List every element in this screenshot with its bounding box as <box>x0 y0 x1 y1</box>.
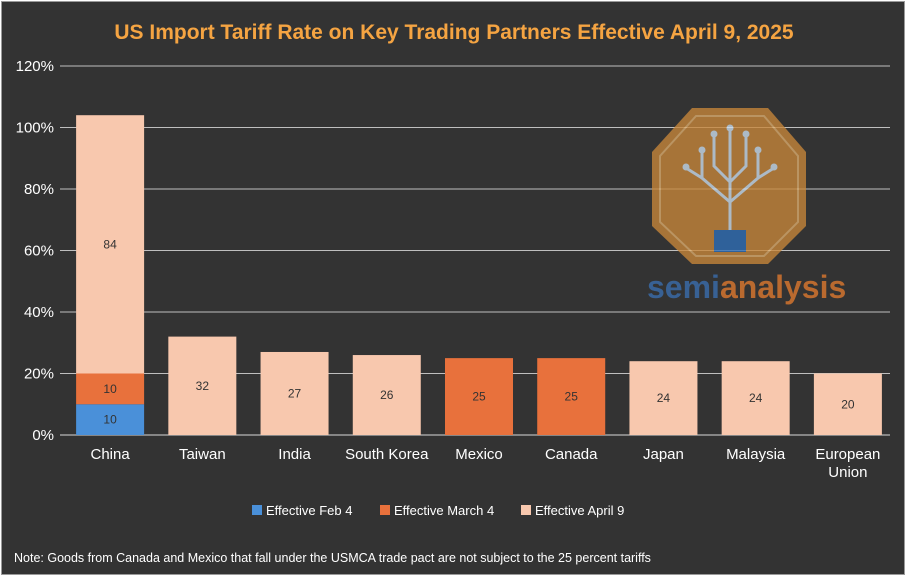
bar-segment <box>629 361 698 435</box>
watermark-text-semi: semi <box>647 269 720 305</box>
category-label: Canada <box>545 446 598 463</box>
y-tick-label: 60% <box>24 243 54 260</box>
data-label: 32 <box>196 379 210 393</box>
data-label: 26 <box>380 388 394 402</box>
legend-label: Effective Feb 4 <box>266 503 352 518</box>
legend-swatch <box>380 505 390 515</box>
data-label: 24 <box>657 391 671 405</box>
category-label: Taiwan <box>179 446 226 463</box>
bar-segment <box>352 355 421 435</box>
legend-swatch <box>252 505 262 515</box>
footnote: Note: Goods from Canada and Mexico that … <box>14 551 651 565</box>
data-label: 25 <box>565 390 579 404</box>
category-label: China <box>91 446 131 463</box>
legend-swatch <box>521 505 531 515</box>
bar-segment <box>76 404 145 435</box>
y-tick-label: 80% <box>24 181 54 198</box>
data-label: 25 <box>472 390 486 404</box>
data-label: 10 <box>103 413 117 427</box>
y-tick-label: 0% <box>32 427 54 444</box>
watermark-tree-nodes <box>682 124 778 171</box>
data-label: 24 <box>749 391 763 405</box>
y-axis: 0% 20% 40% 60% 80% 100% 120% <box>16 58 54 444</box>
bar-segment <box>721 361 790 435</box>
data-label: 10 <box>103 382 117 396</box>
bar-segment <box>813 373 882 435</box>
bar-segment <box>537 358 606 435</box>
y-tick-label: 20% <box>24 366 54 383</box>
bar-segment <box>445 358 513 435</box>
category-label: Mexico <box>455 446 503 463</box>
x-axis-labels: China Taiwan India South Korea Mexico Canada J… <box>91 446 881 481</box>
y-tick-label: 100% <box>16 120 54 137</box>
category-label: South Korea <box>345 446 429 463</box>
bar-segment <box>76 373 145 405</box>
data-label: 20 <box>841 397 855 411</box>
data-label: 84 <box>103 237 117 251</box>
category-label: Union <box>828 464 867 481</box>
category-label: European <box>815 446 880 463</box>
category-label: Japan <box>643 446 684 463</box>
watermark-bulb-base <box>714 230 746 252</box>
bars: 10 10 84 32 27 26 25 25 24 24 20 <box>76 115 882 435</box>
watermark-text-analysis: analysis <box>720 269 846 305</box>
data-label: 27 <box>288 386 302 400</box>
legend: Effective Feb 4 Effective March 4 Effectiv… <box>252 503 624 518</box>
category-label: India <box>278 446 311 463</box>
chart-title: US Import Tariff Rate on Key Trading Par… <box>114 21 794 44</box>
bar-segment <box>260 351 329 435</box>
legend-label: Effective April 9 <box>535 503 624 518</box>
watermark-tree-icon <box>685 130 775 234</box>
y-tick-label: 120% <box>16 58 54 75</box>
legend-label: Effective March 4 <box>394 503 494 518</box>
bar-segment <box>76 115 145 374</box>
watermark-badge-ring <box>659 115 799 257</box>
watermark-text: semianalysis <box>647 269 846 305</box>
y-tick-label: 40% <box>24 304 54 321</box>
category-label: Malaysia <box>726 446 786 463</box>
bar-segment <box>168 336 237 435</box>
semianalysis-watermark: semianalysis <box>647 108 846 305</box>
